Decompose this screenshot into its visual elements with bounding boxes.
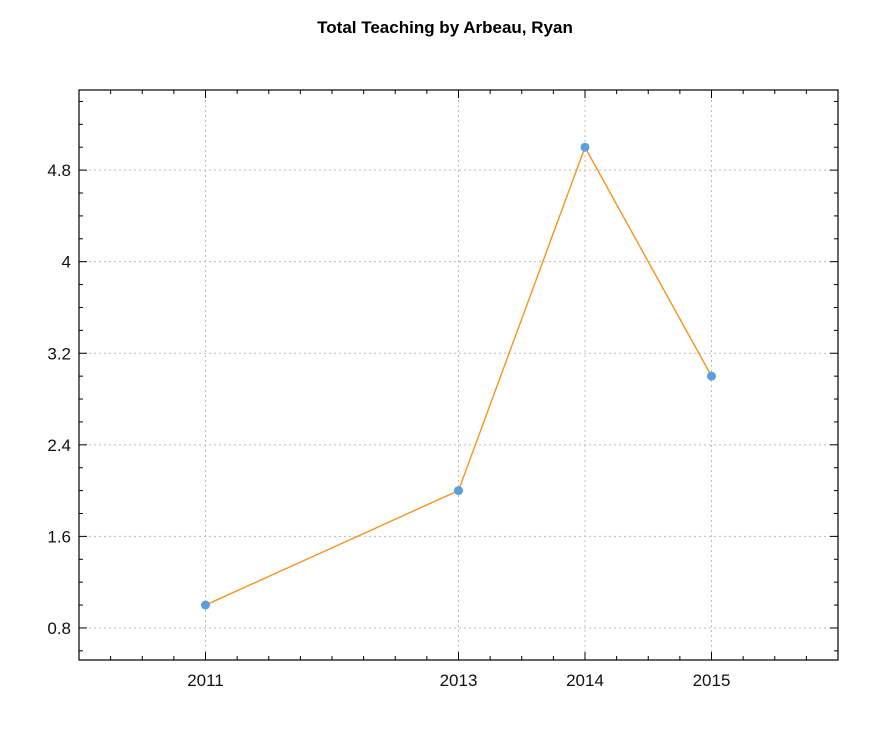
grid-lines [79,90,838,660]
x-axis: 2011 2013 2014 2015 [187,90,730,690]
data-point [454,486,463,496]
y-tick-label: 2.4 [47,436,71,455]
data-point [707,371,716,381]
y-tick-label: 4 [62,253,71,272]
series-layer [201,142,716,610]
series-line [205,145,713,606]
data-point [201,600,210,610]
y-axis: 0.8 1.6 2.4 3.2 4 4.8 [47,161,838,638]
y-tick-label: 0.8 [47,619,71,638]
x-tick-label: 2011 [187,671,224,690]
chart-title: Total Teaching by Arbeau, Ryan [317,18,573,37]
y-tick-label: 4.8 [47,161,71,180]
data-point [580,142,590,152]
x-tick-label: 2013 [440,671,478,690]
x-tick-label: 2015 [693,671,731,690]
y-tick-label: 3.2 [47,344,71,363]
x-tick-label: 2014 [566,671,604,690]
minor-ticks [79,90,838,660]
y-tick-label: 1.6 [47,527,71,546]
